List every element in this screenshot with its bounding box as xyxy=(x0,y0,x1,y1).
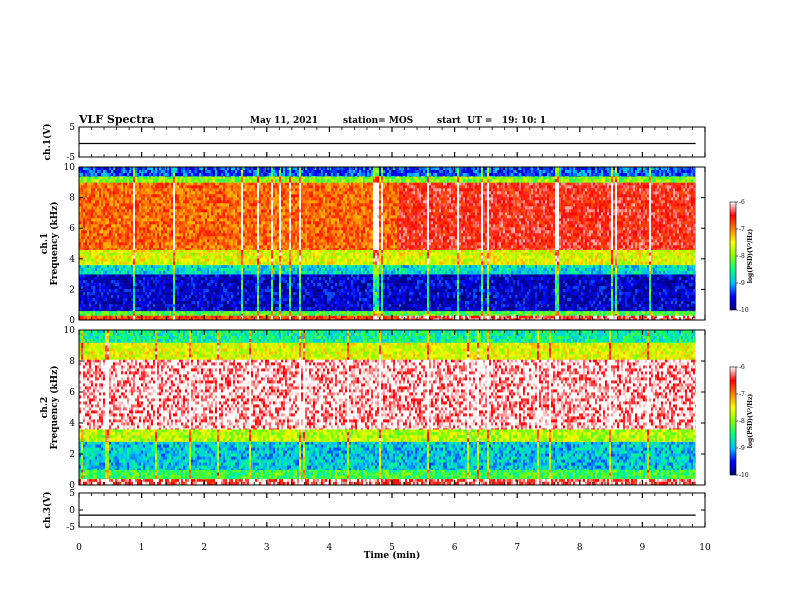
x-tick-label: 2 xyxy=(201,543,207,553)
ch3-voltage-frame xyxy=(78,492,706,528)
y-tick-label: -5 xyxy=(66,523,75,533)
x-tick-label: 1 xyxy=(139,543,145,553)
y-tick-label: 4 xyxy=(69,419,75,429)
colorbar-tick-label: -7 xyxy=(739,226,745,233)
x-tick-label: 10 xyxy=(699,543,711,553)
y-tick-label: 6 xyxy=(69,388,75,398)
colorbar-scale xyxy=(729,366,737,476)
colorbar-scale xyxy=(729,201,737,311)
station-label: station= MOS xyxy=(343,116,413,126)
ch1-voltage-panel: 5 -5 ch.1(V) xyxy=(42,123,706,163)
panel-channel-label: ch.2 xyxy=(40,397,50,418)
ch2-colorbar: -6 -7 -8 -9 -10 log(PSD)(V²/Hz) xyxy=(729,364,754,479)
y-tick-label: 8 xyxy=(69,194,75,204)
start-time-label: start UT = 19: 10: 1 xyxy=(437,116,546,126)
ch3-voltage-panel: 5 0 -5 ch.3(V) xyxy=(42,489,706,533)
colorbar-tick-label: -8 xyxy=(739,253,745,260)
colorbar-label: log(PSD)(V²/Hz) xyxy=(747,394,754,449)
y-tick-label: 6 xyxy=(69,224,75,234)
y-tick-label: -5 xyxy=(66,153,75,163)
x-tick-label: 5 xyxy=(389,543,395,553)
colorbar-tick-label: -6 xyxy=(739,364,745,371)
x-tick-label: 4 xyxy=(327,543,333,553)
ch1-spectrogram-panel: 0 2 4 6 8 10 ch.1 Frequency (kHz) xyxy=(40,163,706,326)
y-tick-label: 2 xyxy=(69,450,75,460)
colorbar-tick-label: -9 xyxy=(739,445,745,452)
x-tick-label: 8 xyxy=(577,543,583,553)
ch2-spectrogram-cells xyxy=(79,330,698,485)
ch1-colorbar: -6 -7 -8 -9 -10 log(PSD)(V²/Hz) xyxy=(729,199,754,314)
y-axis-label: Frequency (kHz) xyxy=(49,365,60,449)
x-axis-label: Time (min) xyxy=(364,550,421,561)
ch2-spectrogram-panel: 0 2 4 6 8 10 ch.2 Frequency (kHz) xyxy=(40,326,706,491)
x-tick-label: 9 xyxy=(640,543,646,553)
x-tick-label: 7 xyxy=(514,543,520,553)
y-axis-label: Frequency (kHz) xyxy=(49,201,60,285)
colorbar-tick-label: -8 xyxy=(739,418,745,425)
x-tick-label: 0 xyxy=(76,543,82,553)
time-axis: 0 1 2 3 4 5 6 7 8 9 10 Time (min) xyxy=(76,543,711,561)
colorbar-tick-label: -10 xyxy=(739,472,749,479)
y-axis-label: ch.1(V) xyxy=(42,124,53,161)
y-tick-label: 8 xyxy=(69,357,75,367)
y-tick-label: 0 xyxy=(69,506,75,516)
y-tick-label: 10 xyxy=(64,163,76,173)
x-tick-label: 3 xyxy=(264,543,270,553)
y-tick-label: 4 xyxy=(69,255,75,265)
colorbar-tick-label: -9 xyxy=(739,280,745,287)
x-tick-label: 6 xyxy=(452,543,458,553)
colorbar-tick-label: -10 xyxy=(739,307,749,314)
panel-channel-label: ch.1 xyxy=(40,233,50,254)
colorbar-tick-label: -7 xyxy=(739,391,745,398)
ch1-spectrogram-cells xyxy=(79,167,698,320)
date-label: May 11, 2021 xyxy=(250,116,318,126)
y-tick-label: 0 xyxy=(69,316,75,326)
y-axis-label: ch.3(V) xyxy=(42,492,53,529)
y-tick-label: 10 xyxy=(64,326,76,336)
y-tick-label: 5 xyxy=(69,489,75,499)
figure-title: VLF Spectra xyxy=(78,113,154,126)
y-tick-label: 0 xyxy=(69,481,75,491)
y-tick-label: 5 xyxy=(69,123,75,133)
colorbar-label: log(PSD)(V²/Hz) xyxy=(747,229,754,284)
y-tick-label: 2 xyxy=(69,285,75,295)
colorbar-tick-label: -6 xyxy=(739,199,745,206)
